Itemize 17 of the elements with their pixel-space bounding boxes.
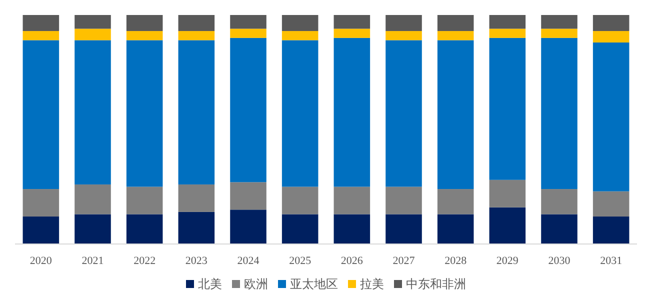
x-tick-label: 2024 <box>237 255 260 267</box>
legend-label: 拉美 <box>360 277 384 291</box>
x-tick-label: 2031 <box>600 255 622 267</box>
legend-label: 亚太地区 <box>290 277 338 291</box>
x-tick-label: 2026 <box>340 255 364 267</box>
x-tick-label: 2020 <box>30 255 52 267</box>
x-tick-label: 2030 <box>548 255 571 267</box>
x-tick-label: 2027 <box>392 255 416 267</box>
x-tick-label: 2021 <box>82 255 104 267</box>
x-tick-label: 2029 <box>496 255 519 267</box>
legend-label: 中东和非洲 <box>406 277 466 291</box>
x-tick-label: 2022 <box>134 255 156 267</box>
x-tick-label: 2025 <box>289 255 312 267</box>
legend-label: 欧洲 <box>244 277 268 291</box>
legend-label: 北美 <box>198 277 222 291</box>
x-tick-label: 2028 <box>444 255 468 267</box>
x-tick-label: 2023 <box>185 255 208 267</box>
